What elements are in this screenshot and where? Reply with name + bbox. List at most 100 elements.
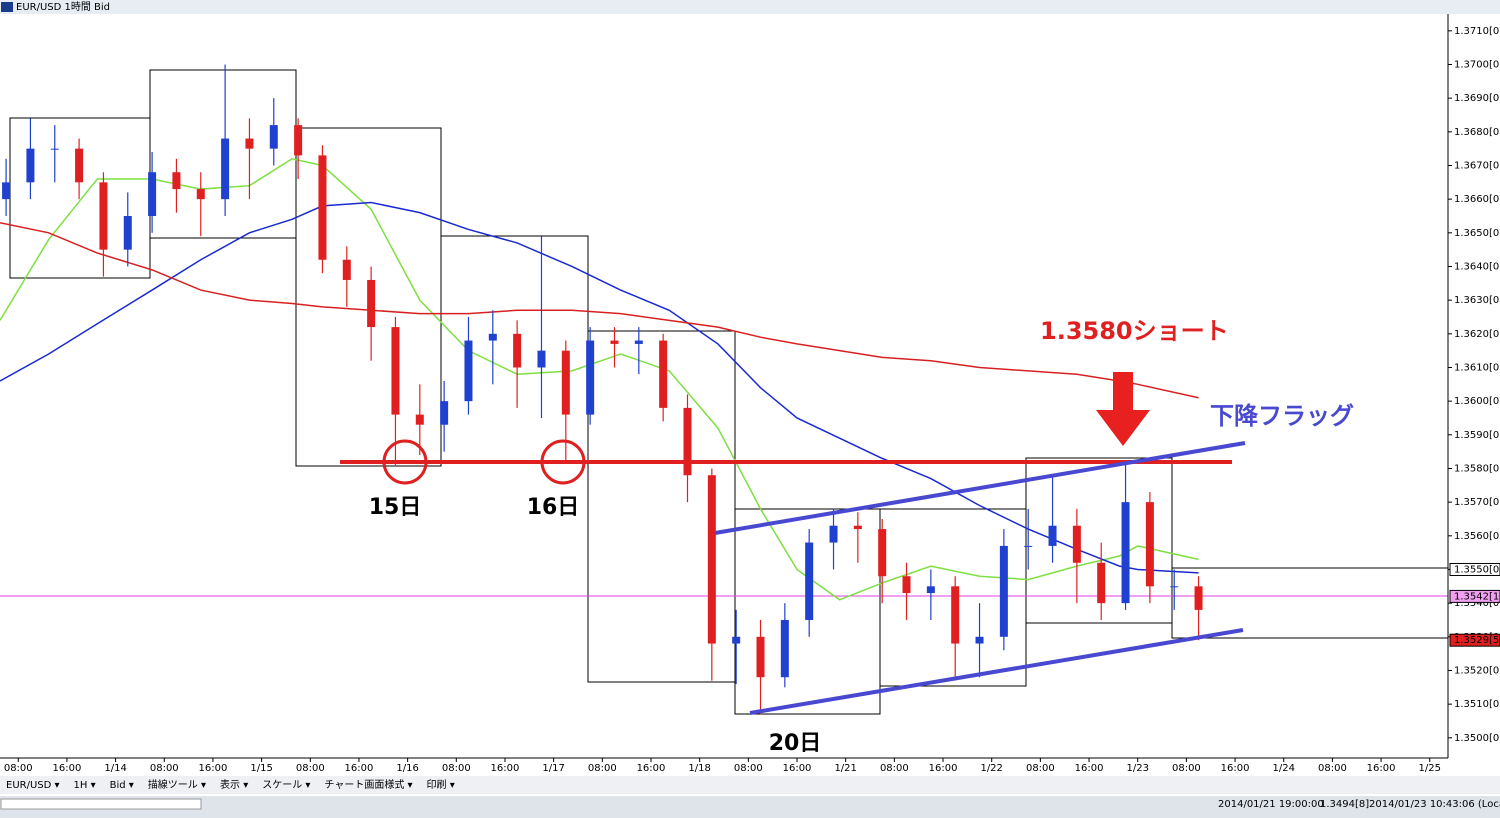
- y-tick-label: 1.3560[0]: [1454, 531, 1500, 542]
- toolbar-button[interactable]: EUR/USD ▾: [6, 780, 60, 791]
- toolbar-button[interactable]: 表示 ▾: [220, 779, 248, 791]
- channel-upper: [714, 441, 1246, 535]
- status-text: 1.3494[8]: [1320, 799, 1369, 810]
- x-tick-label: 1/22: [980, 763, 1002, 774]
- price-tag-label: 1.3550[0: [1454, 564, 1499, 575]
- toolbar-button[interactable]: 描線ツール ▾: [148, 778, 206, 791]
- candle-body: [537, 350, 546, 368]
- axes: 1.3500[0]1.3510[0]1.3520[0]1.3530[0]1.35…: [4, 26, 1500, 774]
- status-text: 2014/01/21 19:00:00: [1218, 799, 1324, 810]
- x-tick-label: 16:00: [1367, 763, 1396, 774]
- candle-body: [367, 279, 376, 328]
- toolbar-button[interactable]: 1H ▾: [74, 780, 96, 791]
- candle-body: [683, 407, 692, 476]
- status-text: 2014/01/23 10:43:06 (Local): [1369, 799, 1500, 810]
- candle-body: [269, 125, 278, 149]
- annotation: 20日: [769, 731, 822, 756]
- y-tick-label: 1.3700[0]: [1454, 59, 1500, 70]
- x-tick-label: 08:00: [4, 763, 33, 774]
- y-tick-label: 1.3640[0]: [1454, 261, 1500, 272]
- candle-body: [1121, 502, 1130, 604]
- x-tick-label: 08:00: [1172, 763, 1201, 774]
- moving-average: [0, 157, 1199, 601]
- drawings: 1.3580ショート 下降フラッグ 15日 16日 20日: [340, 317, 1354, 756]
- toolbar-button[interactable]: Bid ▾: [110, 780, 134, 791]
- candle-body: [975, 636, 984, 644]
- x-tick-label: 1/17: [542, 763, 564, 774]
- x-tick-label: 08:00: [1026, 763, 1055, 774]
- y-tick-label: 1.3600[0]: [1454, 396, 1500, 407]
- moving-average: [0, 221, 1199, 399]
- candle-body: [999, 545, 1008, 637]
- x-tick-label: 08:00: [296, 763, 325, 774]
- candle-body: [829, 525, 838, 543]
- annotation: 1.3580ショート: [1040, 317, 1229, 345]
- candle-body: [756, 636, 765, 678]
- price-tag: [1449, 633, 1500, 647]
- candle-body: [805, 542, 814, 620]
- candle-body: [1194, 586, 1203, 610]
- toolbar-button[interactable]: チャート画面様式 ▾: [324, 778, 412, 791]
- candle-body: [2, 182, 11, 200]
- x-tick-label: 16:00: [1075, 763, 1104, 774]
- y-tick-label: 1.3520[0]: [1454, 665, 1500, 676]
- x-tick-label: 1/25: [1419, 763, 1441, 774]
- candle-body: [1145, 502, 1154, 587]
- y-tick-label: 1.3690[0]: [1454, 93, 1500, 104]
- x-tick-label: 08:00: [880, 763, 909, 774]
- candle-body: [245, 138, 254, 149]
- candle-body: [196, 189, 205, 200]
- x-tick-label: 1/23: [1126, 763, 1148, 774]
- price-tag-label: 1.3542[1: [1454, 591, 1499, 602]
- candle-body: [707, 475, 716, 644]
- candle-body: [659, 340, 668, 408]
- y-tick-label: 1.3680[0]: [1454, 127, 1500, 138]
- x-tick-label: 08:00: [150, 763, 179, 774]
- y-tick-label: 1.3710[0]: [1454, 26, 1500, 37]
- candle-body: [634, 340, 643, 344]
- x-tick-label: 1/21: [834, 763, 856, 774]
- toolbar-button[interactable]: 印刷 ▾: [427, 779, 455, 791]
- channel-lower: [749, 628, 1244, 715]
- y-tick-label: 1.3510[0]: [1454, 699, 1500, 710]
- moving-average: [0, 201, 1199, 574]
- candle-body: [123, 215, 132, 250]
- candle-body: [75, 148, 84, 183]
- session-box: [1171, 567, 1449, 639]
- down-arrow: [1096, 372, 1150, 446]
- y-tick-label: 1.3670[0]: [1454, 160, 1500, 171]
- scrollbar[interactable]: [0, 798, 202, 810]
- price-tag: [1449, 589, 1500, 603]
- x-tick-label: 16:00: [637, 763, 666, 774]
- annotation: 16日: [527, 495, 580, 520]
- window-title: EUR/USD 1時間 Bid: [16, 1, 110, 13]
- price-tag-label: 1.3529[5: [1454, 635, 1499, 646]
- candle-body: [610, 340, 619, 344]
- x-tick-label: 16:00: [1221, 763, 1250, 774]
- x-tick-label: 08:00: [588, 763, 617, 774]
- candle-body: [878, 529, 887, 577]
- candle-body: [853, 525, 862, 530]
- status-bar: [0, 796, 1500, 818]
- marker-circle: [382, 439, 428, 485]
- x-tick-label: 08:00: [734, 763, 763, 774]
- candle-body: [172, 172, 181, 190]
- y-tick-label: 1.3610[0]: [1454, 362, 1500, 373]
- x-tick-label: 16:00: [783, 763, 812, 774]
- x-tick-label: 16:00: [345, 763, 374, 774]
- app-icon: [1, 2, 13, 12]
- x-tick-label: 08:00: [1318, 763, 1347, 774]
- candle-body: [1048, 525, 1057, 546]
- candle-body: [1072, 525, 1081, 563]
- x-tick-label: 1/16: [396, 763, 418, 774]
- x-tick-label: 1/24: [1272, 763, 1294, 774]
- y-tick-label: 1.3540[0]: [1454, 598, 1500, 609]
- session-box: [1025, 457, 1173, 624]
- toolbar-button[interactable]: スケール ▾: [262, 779, 310, 791]
- candle-body: [902, 576, 911, 594]
- candle-body: [464, 340, 473, 402]
- candle-body: [1170, 586, 1179, 588]
- candle-body: [780, 619, 789, 678]
- candle-body: [415, 414, 424, 425]
